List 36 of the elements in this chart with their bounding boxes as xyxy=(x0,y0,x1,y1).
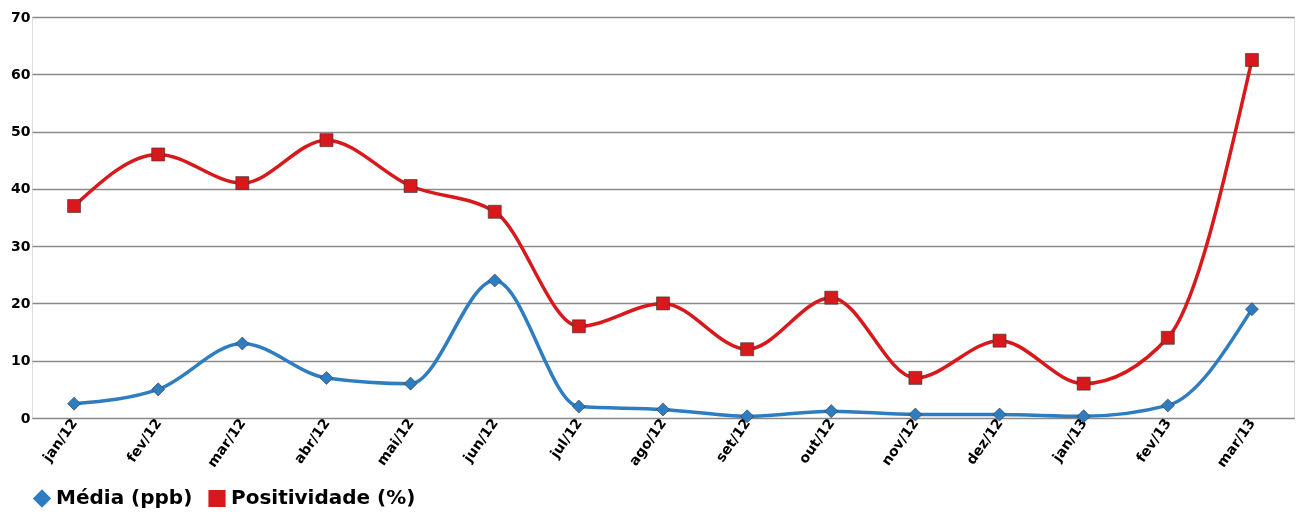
y-tick-label: 0 xyxy=(20,409,31,426)
point xyxy=(235,336,250,351)
point xyxy=(319,371,334,385)
point xyxy=(1160,398,1175,413)
point xyxy=(151,382,166,397)
point xyxy=(1245,302,1259,316)
point xyxy=(403,376,418,391)
point xyxy=(908,371,923,385)
point xyxy=(151,147,166,162)
point xyxy=(656,402,670,417)
y-tick-label: 60 xyxy=(11,65,31,82)
point xyxy=(67,396,81,411)
point xyxy=(572,399,586,414)
point xyxy=(235,176,250,190)
y-tick-label: 10 xyxy=(11,352,31,369)
point xyxy=(824,404,839,418)
legend-label: Média (ppb) xyxy=(56,485,193,510)
legend-label: Positividade (%) xyxy=(231,485,416,510)
y-tick-label: 40 xyxy=(11,180,31,197)
point xyxy=(572,319,586,334)
point xyxy=(656,296,670,311)
point xyxy=(403,179,418,193)
y-tick-label: 30 xyxy=(11,237,31,254)
y-tick-label: 50 xyxy=(11,123,31,140)
point xyxy=(824,290,839,305)
point xyxy=(992,333,1007,348)
point xyxy=(1160,330,1175,345)
point xyxy=(1076,376,1091,391)
y-tick-label: 70 xyxy=(11,8,31,25)
point xyxy=(319,133,334,147)
point xyxy=(1245,53,1259,67)
y-tick-label: 20 xyxy=(11,294,31,311)
point xyxy=(487,273,502,288)
point xyxy=(740,342,754,357)
point xyxy=(67,199,81,213)
point xyxy=(487,204,502,219)
